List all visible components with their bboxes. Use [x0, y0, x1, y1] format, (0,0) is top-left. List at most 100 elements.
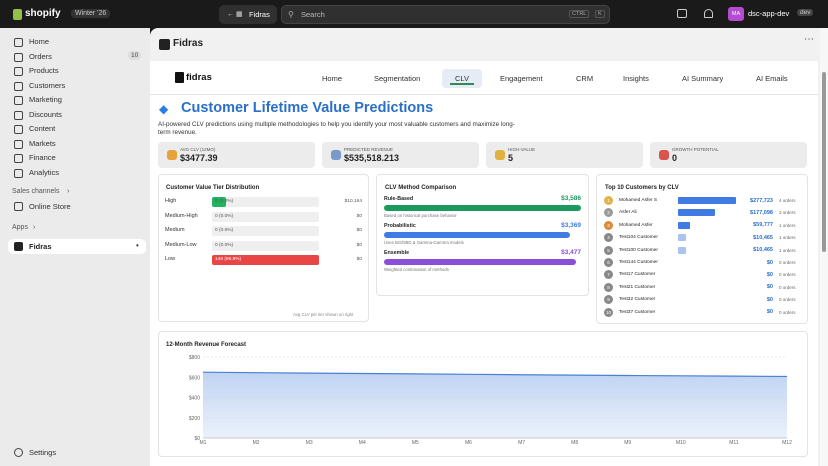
bell-icon[interactable]: [704, 9, 713, 18]
nav-item[interactable]: Analytics: [29, 167, 60, 177]
customer-orders: 0 orders: [779, 309, 796, 315]
section-label[interactable]: Sales channels: [12, 188, 60, 195]
store-icon: [14, 202, 23, 211]
customer-name: Test17 Customer: [619, 272, 656, 278]
tier-value: $0: [356, 242, 362, 248]
nav-item[interactable]: Products: [29, 66, 59, 75]
nav-item[interactable]: Settings: [29, 448, 57, 457]
customer-orders: 1 orders: [779, 247, 796, 253]
nav-tab[interactable]: Engagement: [500, 74, 543, 83]
app-title: Fidras: [173, 38, 204, 49]
scrollbar[interactable]: [820, 28, 828, 466]
customer-orders: 1 orders: [779, 222, 796, 228]
rank-badge: 9: [604, 295, 613, 305]
y-tick-label: $800: [189, 355, 200, 361]
nav-icon: [14, 81, 23, 91]
nav-tab[interactable]: CLV: [455, 74, 470, 83]
nav-item[interactable]: Online Store: [29, 202, 71, 211]
tier-count: 0 (0.0%): [215, 242, 234, 248]
avatar[interactable]: MA: [728, 7, 744, 21]
search-bar[interactable]: ⚲ Search CTRL K: [281, 5, 610, 24]
rank-badge: 3: [604, 220, 613, 230]
nav-item[interactable]: Marketing: [29, 95, 62, 104]
clv-bar: [678, 246, 686, 254]
page-subtitle: AI-powered CLV predictions using multipl…: [158, 121, 515, 136]
nav-item[interactable]: Markets: [29, 138, 56, 148]
app-button[interactable]: ← ▦ Fidras: [219, 5, 277, 24]
customer-orders: 0 orders: [779, 297, 796, 303]
customer-value: $10,465: [753, 234, 773, 241]
active-app[interactable]: Fidras •: [8, 239, 146, 254]
section-label[interactable]: Apps: [12, 224, 28, 231]
kpi-value: $3477.39: [180, 153, 218, 163]
tier-label: High: [165, 198, 177, 204]
clv-bar: [678, 234, 686, 242]
nav-item[interactable]: Discounts: [29, 109, 62, 119]
kpi-icon: [495, 150, 505, 160]
customer-name: Test21 Customer: [619, 284, 656, 290]
nav-icon: [14, 154, 23, 163]
x-tick-label: M2: [253, 440, 260, 446]
y-tick-label: $600: [189, 375, 200, 381]
x-tick-label: M4: [359, 440, 366, 446]
x-tick-label: M7: [518, 440, 525, 446]
nav-item[interactable]: Content: [29, 124, 56, 133]
nav-item[interactable]: Home: [29, 37, 50, 46]
kpi-value: $535,518.213: [344, 153, 400, 163]
customer-name: Test100 Customer: [619, 247, 658, 253]
forecast-area: [203, 372, 787, 438]
panel-title: Top 10 Customers by CLV: [605, 185, 679, 191]
customer-name: Test32 Customer: [619, 297, 656, 303]
kpi-label: AVG CLV (12MO): [180, 147, 216, 152]
nav-icon: [14, 125, 23, 134]
method-bar: [384, 259, 576, 265]
customer-value: $10,465: [753, 247, 773, 254]
x-tick-label: M6: [465, 440, 472, 446]
nav-icon: [14, 38, 23, 47]
nav-icon: [14, 110, 23, 120]
tier-label: Low: [165, 256, 176, 263]
y-tick-label: $400: [189, 396, 200, 402]
method-bar: [384, 205, 581, 211]
nav-item[interactable]: Finance: [29, 153, 56, 162]
active-tab-bg: [442, 69, 482, 88]
customer-value: $59,777: [753, 222, 773, 229]
customer-name: Test37 Customer: [619, 309, 656, 315]
nav-tab[interactable]: AI Summary: [682, 74, 724, 83]
kpi-card: HIGH-VALUE 5: [486, 142, 643, 168]
nav-item[interactable]: Orders: [29, 51, 52, 61]
store-icon[interactable]: [677, 9, 687, 18]
nav-tab[interactable]: AI Emails: [756, 74, 788, 83]
clv-bar: [678, 221, 690, 229]
nav-tab[interactable]: Segmentation: [374, 74, 421, 83]
rank-badge: 10: [604, 307, 613, 317]
brand: shopify: [25, 8, 61, 19]
tier-count: 5 (3.2%): [215, 199, 234, 204]
tier-bar: 0 (0.0%): [212, 226, 319, 237]
page-title: Customer Lifetime Value Predictions: [181, 100, 434, 116]
x-tick-label: M12: [782, 440, 792, 446]
tier-value: $0: [356, 257, 362, 263]
x-tick-label: M11: [729, 440, 739, 446]
panel-title: Customer Value Tier Distribution: [166, 185, 260, 191]
store-name[interactable]: dsc-app-dev: [748, 9, 790, 18]
customer-value: $0: [766, 284, 773, 291]
customer-name: Test104 Customer: [619, 235, 658, 241]
rank-badge: 4: [604, 233, 613, 243]
nav-tab[interactable]: CRM: [576, 74, 594, 83]
kpi-icon: [659, 150, 669, 160]
nav-item[interactable]: Customers: [29, 80, 66, 90]
tier-fill: [212, 197, 226, 207]
customer-name: Mohamed Asfer: [619, 222, 653, 228]
nav-tab[interactable]: Home: [322, 74, 343, 83]
nav-badge: 10: [128, 50, 142, 60]
y-tick-label: $0: [194, 436, 200, 442]
nav-icon: [14, 67, 23, 76]
kpi-value: 5: [508, 153, 514, 163]
tier-fill: [212, 255, 319, 266]
nav-logo: fidras: [186, 72, 212, 83]
nav-tab[interactable]: Insights: [623, 74, 649, 83]
store-badge: dev: [797, 9, 814, 16]
x-tick-label: M1: [200, 440, 207, 446]
top-bar: shopify Winter '26 ← ▦ Fidras ⚲ Search CT…: [0, 0, 828, 28]
